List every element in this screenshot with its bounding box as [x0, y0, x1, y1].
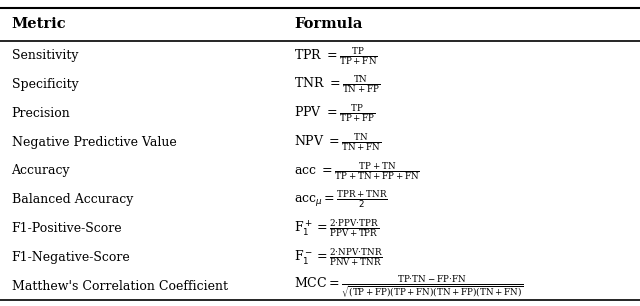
- Text: Specificity: Specificity: [12, 78, 78, 91]
- Text: TNR $= \frac{\mathregular{TN}}{\mathregular{TN+FP}}$: TNR $= \frac{\mathregular{TN}}{\mathregu…: [294, 73, 381, 95]
- Text: Accuracy: Accuracy: [12, 164, 70, 177]
- Text: $\mathregular{acc}_\mu = \frac{\mathregular{TPR+TNR}}{2}$: $\mathregular{acc}_\mu = \frac{\mathregu…: [294, 189, 388, 210]
- Text: Sensitivity: Sensitivity: [12, 49, 78, 62]
- Text: Metric: Metric: [12, 17, 66, 32]
- Text: Negative Predictive Value: Negative Predictive Value: [12, 136, 176, 149]
- Text: $\mathregular{MCC} = \frac{\mathregular{TP{\cdot}TN-FP{\cdot}FN}}{\sqrt{\mathreg: $\mathregular{MCC} = \frac{\mathregular{…: [294, 273, 524, 299]
- Text: acc $= \frac{\mathregular{TP+TN}}{\mathregular{TP+TN+FP+FN}}$: acc $= \frac{\mathregular{TP+TN}}{\mathr…: [294, 160, 420, 182]
- Text: Precision: Precision: [12, 107, 70, 120]
- Text: $\mathregular{F}_1^+ = \frac{\mathregular{2{\cdot}PPV{\cdot}TPR}}{\mathregular{P: $\mathregular{F}_1^+ = \frac{\mathregula…: [294, 218, 380, 240]
- Text: Balanced Accuracy: Balanced Accuracy: [12, 193, 133, 206]
- Text: TPR $= \frac{\mathregular{TP}}{\mathregular{TP+FN}}$: TPR $= \frac{\mathregular{TP}}{\mathregu…: [294, 45, 378, 67]
- Text: NPV $= \frac{\mathregular{TN}}{\mathregular{TN+FN}}$: NPV $= \frac{\mathregular{TN}}{\mathregu…: [294, 131, 382, 153]
- Text: Formula: Formula: [294, 17, 363, 32]
- Text: Matthew's Correlation Coefficient: Matthew's Correlation Coefficient: [12, 280, 228, 293]
- Text: F1-Negative-Score: F1-Negative-Score: [12, 251, 131, 264]
- Text: F1-Positive-Score: F1-Positive-Score: [12, 222, 122, 235]
- Text: PPV $= \frac{\mathregular{TP}}{\mathregular{TP+FP}}$: PPV $= \frac{\mathregular{TP}}{\mathregu…: [294, 102, 376, 124]
- Text: $\mathregular{F}_1^- = \frac{\mathregular{2{\cdot}NPV{\cdot}TNR}}{\mathregular{P: $\mathregular{F}_1^- = \frac{\mathregula…: [294, 246, 383, 268]
